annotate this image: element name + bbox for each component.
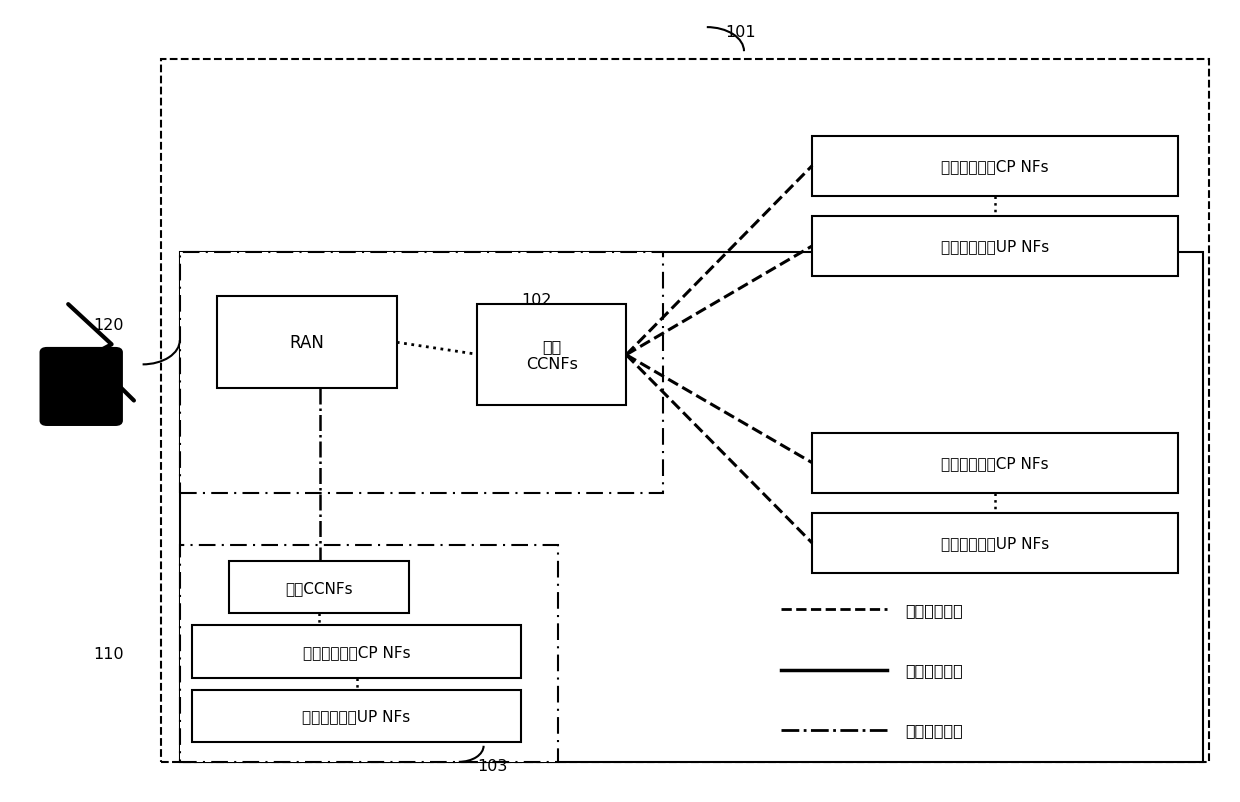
Bar (180, 545, 558, 762)
Bar (192, 626, 521, 678)
Bar (812, 136, 1178, 196)
Bar (812, 513, 1178, 573)
Text: 第一网络切片UP NFs: 第一网络切片UP NFs (941, 239, 1049, 254)
Text: 110: 110 (93, 646, 124, 661)
Bar (180, 253, 1203, 762)
Text: 第二CCNFs: 第二CCNFs (285, 580, 353, 595)
FancyBboxPatch shape (41, 349, 122, 425)
Text: RAN: RAN (289, 334, 325, 352)
Bar (192, 690, 521, 742)
Bar (180, 253, 663, 493)
Bar (229, 561, 409, 614)
Text: 第二网络切片UP NFs: 第二网络切片UP NFs (941, 536, 1049, 551)
Bar (812, 217, 1178, 277)
Text: 120: 120 (93, 318, 124, 332)
Text: 第三网络切片UP NFs: 第三网络切片UP NFs (303, 708, 410, 723)
Text: 101: 101 (725, 25, 756, 40)
Bar (812, 433, 1178, 493)
Text: 第一
CCNFs: 第一 CCNFs (526, 338, 578, 371)
Bar (161, 60, 1209, 762)
Text: 103: 103 (477, 758, 507, 773)
Bar (477, 305, 626, 405)
Bar (217, 297, 397, 389)
Text: 第二网络切片: 第二网络切片 (905, 662, 963, 677)
Text: 第三网络切片CP NFs: 第三网络切片CP NFs (303, 644, 410, 659)
Text: 第三网络切片: 第三网络切片 (905, 723, 963, 737)
Text: 第一网络切片: 第一网络切片 (905, 602, 963, 617)
Text: 第一网络切片CP NFs: 第一网络切片CP NFs (941, 159, 1049, 174)
Text: 102: 102 (521, 293, 552, 308)
Text: 第二网络切片CP NFs: 第二网络切片CP NFs (941, 456, 1049, 471)
